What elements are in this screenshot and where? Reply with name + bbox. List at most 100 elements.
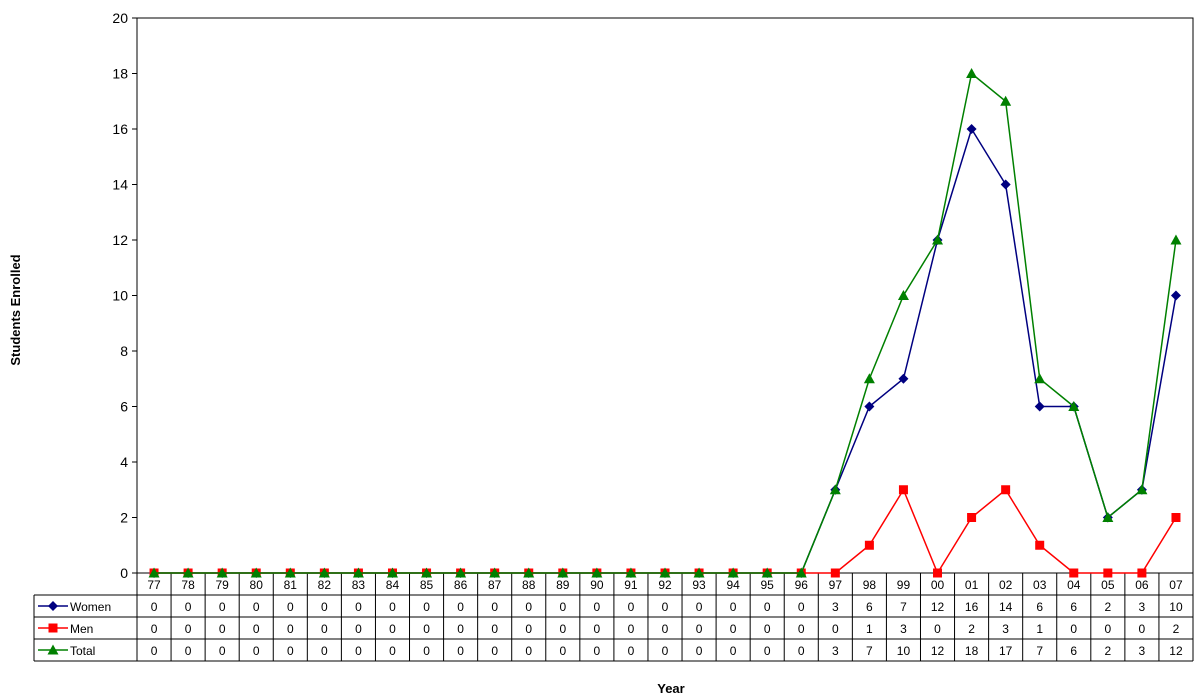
table-cell-value: 3 bbox=[1139, 600, 1146, 614]
data-point-men bbox=[864, 540, 874, 550]
table-cell-value: 0 bbox=[457, 644, 464, 658]
data-point-total bbox=[625, 567, 637, 578]
table-cell-value: 0 bbox=[151, 644, 158, 658]
table-cell-value: 0 bbox=[491, 644, 498, 658]
y-tick-label: 6 bbox=[120, 399, 128, 415]
table-cell-value: 0 bbox=[355, 644, 362, 658]
table-cell-value: 6 bbox=[1070, 600, 1077, 614]
table-cell-value: 3 bbox=[832, 644, 839, 658]
table-cell-value: 0 bbox=[287, 622, 294, 636]
table-cell-value: 0 bbox=[696, 622, 703, 636]
data-point-total bbox=[284, 567, 296, 578]
table-cell-value: 0 bbox=[1104, 622, 1111, 636]
table-cell-value: 1 bbox=[1036, 622, 1043, 636]
data-point-total bbox=[693, 567, 705, 578]
table-cell-value: 0 bbox=[423, 644, 430, 658]
data-table: 77 78 79 80 81 82 83 84 85 86 87 88 89 90 91 92 93 94 95 96… bbox=[33, 572, 1194, 662]
legend-series-name: Men bbox=[70, 622, 93, 636]
data-point-men bbox=[1137, 568, 1147, 578]
table-cell-value: 0 bbox=[287, 600, 294, 614]
table-cell-value: 0 bbox=[525, 600, 532, 614]
table-cell-value: 16 bbox=[965, 600, 979, 614]
table-cell-value: 12 bbox=[931, 600, 945, 614]
data-point-women bbox=[966, 124, 977, 134]
table-cell-value: 0 bbox=[355, 622, 362, 636]
table-cell-value: 0 bbox=[832, 622, 839, 636]
data-point-total bbox=[1000, 95, 1012, 106]
category-label: 05 bbox=[1101, 578, 1115, 592]
table-cell-value: 3 bbox=[1139, 644, 1146, 658]
table-cell-value: 0 bbox=[798, 600, 805, 614]
data-point-men bbox=[967, 513, 977, 522]
category-label: 90 bbox=[590, 578, 604, 592]
table-cell-value: 0 bbox=[559, 600, 566, 614]
category-label: 95 bbox=[761, 578, 775, 592]
y-tick-label: 18 bbox=[112, 66, 128, 82]
table-cell-value: 7 bbox=[1036, 644, 1043, 658]
table-cell-value: 0 bbox=[730, 600, 737, 614]
data-point-men bbox=[830, 568, 840, 578]
table-cell-value: 0 bbox=[525, 622, 532, 636]
data-point-total bbox=[1170, 234, 1182, 245]
data-point-total bbox=[421, 567, 433, 578]
category-label: 77 bbox=[147, 578, 161, 592]
table-cell-value: 7 bbox=[866, 644, 873, 658]
table-cell-value: 0 bbox=[287, 644, 294, 658]
data-point-total bbox=[1136, 484, 1148, 495]
data-point-women bbox=[1170, 290, 1181, 301]
table-cell-value: 3 bbox=[832, 600, 839, 614]
data-point-total bbox=[727, 567, 739, 578]
table-cell-value: 12 bbox=[931, 644, 945, 658]
plot-area bbox=[136, 17, 1194, 574]
table-cell-value: 0 bbox=[764, 644, 771, 658]
category-label: 01 bbox=[965, 578, 979, 592]
category-label: 96 bbox=[795, 578, 809, 592]
legend-series-name: Women bbox=[70, 600, 111, 614]
series-line-total bbox=[154, 72, 1177, 574]
table-cell-value: 0 bbox=[185, 644, 192, 658]
table-cell-value: 0 bbox=[321, 622, 328, 636]
table-cell-value: 0 bbox=[321, 644, 328, 658]
data-point-total bbox=[216, 567, 228, 578]
legend-key-marker bbox=[48, 623, 58, 633]
table-cell-value: 0 bbox=[594, 622, 601, 636]
table-cell-value: 0 bbox=[525, 644, 532, 658]
data-point-total bbox=[352, 567, 364, 578]
legend-key-marker bbox=[48, 601, 58, 611]
table-cell-value: 2 bbox=[1173, 622, 1180, 636]
table-cell-value: 0 bbox=[389, 644, 396, 658]
table-cell-value: 0 bbox=[934, 622, 941, 636]
y-axis: 0 2 4 6 8 10 12 14 16 18 20 bbox=[112, 10, 137, 581]
data-point-total bbox=[1102, 512, 1114, 522]
data-point-total bbox=[523, 567, 535, 578]
y-tick-label: 14 bbox=[112, 177, 128, 193]
table-cell-value: 2 bbox=[1104, 600, 1111, 614]
category-label: 00 bbox=[931, 578, 945, 592]
data-point-women bbox=[864, 401, 875, 412]
data-point-total bbox=[455, 567, 467, 578]
table-cell-value: 6 bbox=[866, 600, 873, 614]
table-cell-value: 0 bbox=[1070, 622, 1077, 636]
category-label: 04 bbox=[1067, 578, 1081, 592]
category-label: 80 bbox=[250, 578, 264, 592]
y-axis-label: Students Enrolled bbox=[8, 254, 23, 365]
data-point-total bbox=[1068, 401, 1080, 411]
data-point-women bbox=[898, 373, 909, 384]
x-axis-label: Year bbox=[657, 681, 684, 696]
data-point-men bbox=[898, 485, 908, 495]
table-cell-value: 0 bbox=[253, 600, 260, 614]
table-cell-value: 0 bbox=[219, 622, 226, 636]
category-label: 86 bbox=[454, 578, 468, 592]
data-point-total bbox=[489, 567, 501, 578]
table-cell-value: 2 bbox=[1104, 644, 1111, 658]
table-cell-value: 6 bbox=[1036, 600, 1043, 614]
table-cell-value: 0 bbox=[730, 644, 737, 658]
series-layer bbox=[148, 68, 1182, 578]
data-point-total bbox=[761, 567, 773, 578]
table-cell-value: 0 bbox=[798, 644, 805, 658]
category-label: 91 bbox=[624, 578, 638, 592]
table-cell-value: 0 bbox=[219, 644, 226, 658]
series-line-men bbox=[154, 488, 1177, 575]
table-cell-value: 0 bbox=[389, 600, 396, 614]
data-point-men bbox=[1001, 485, 1011, 495]
